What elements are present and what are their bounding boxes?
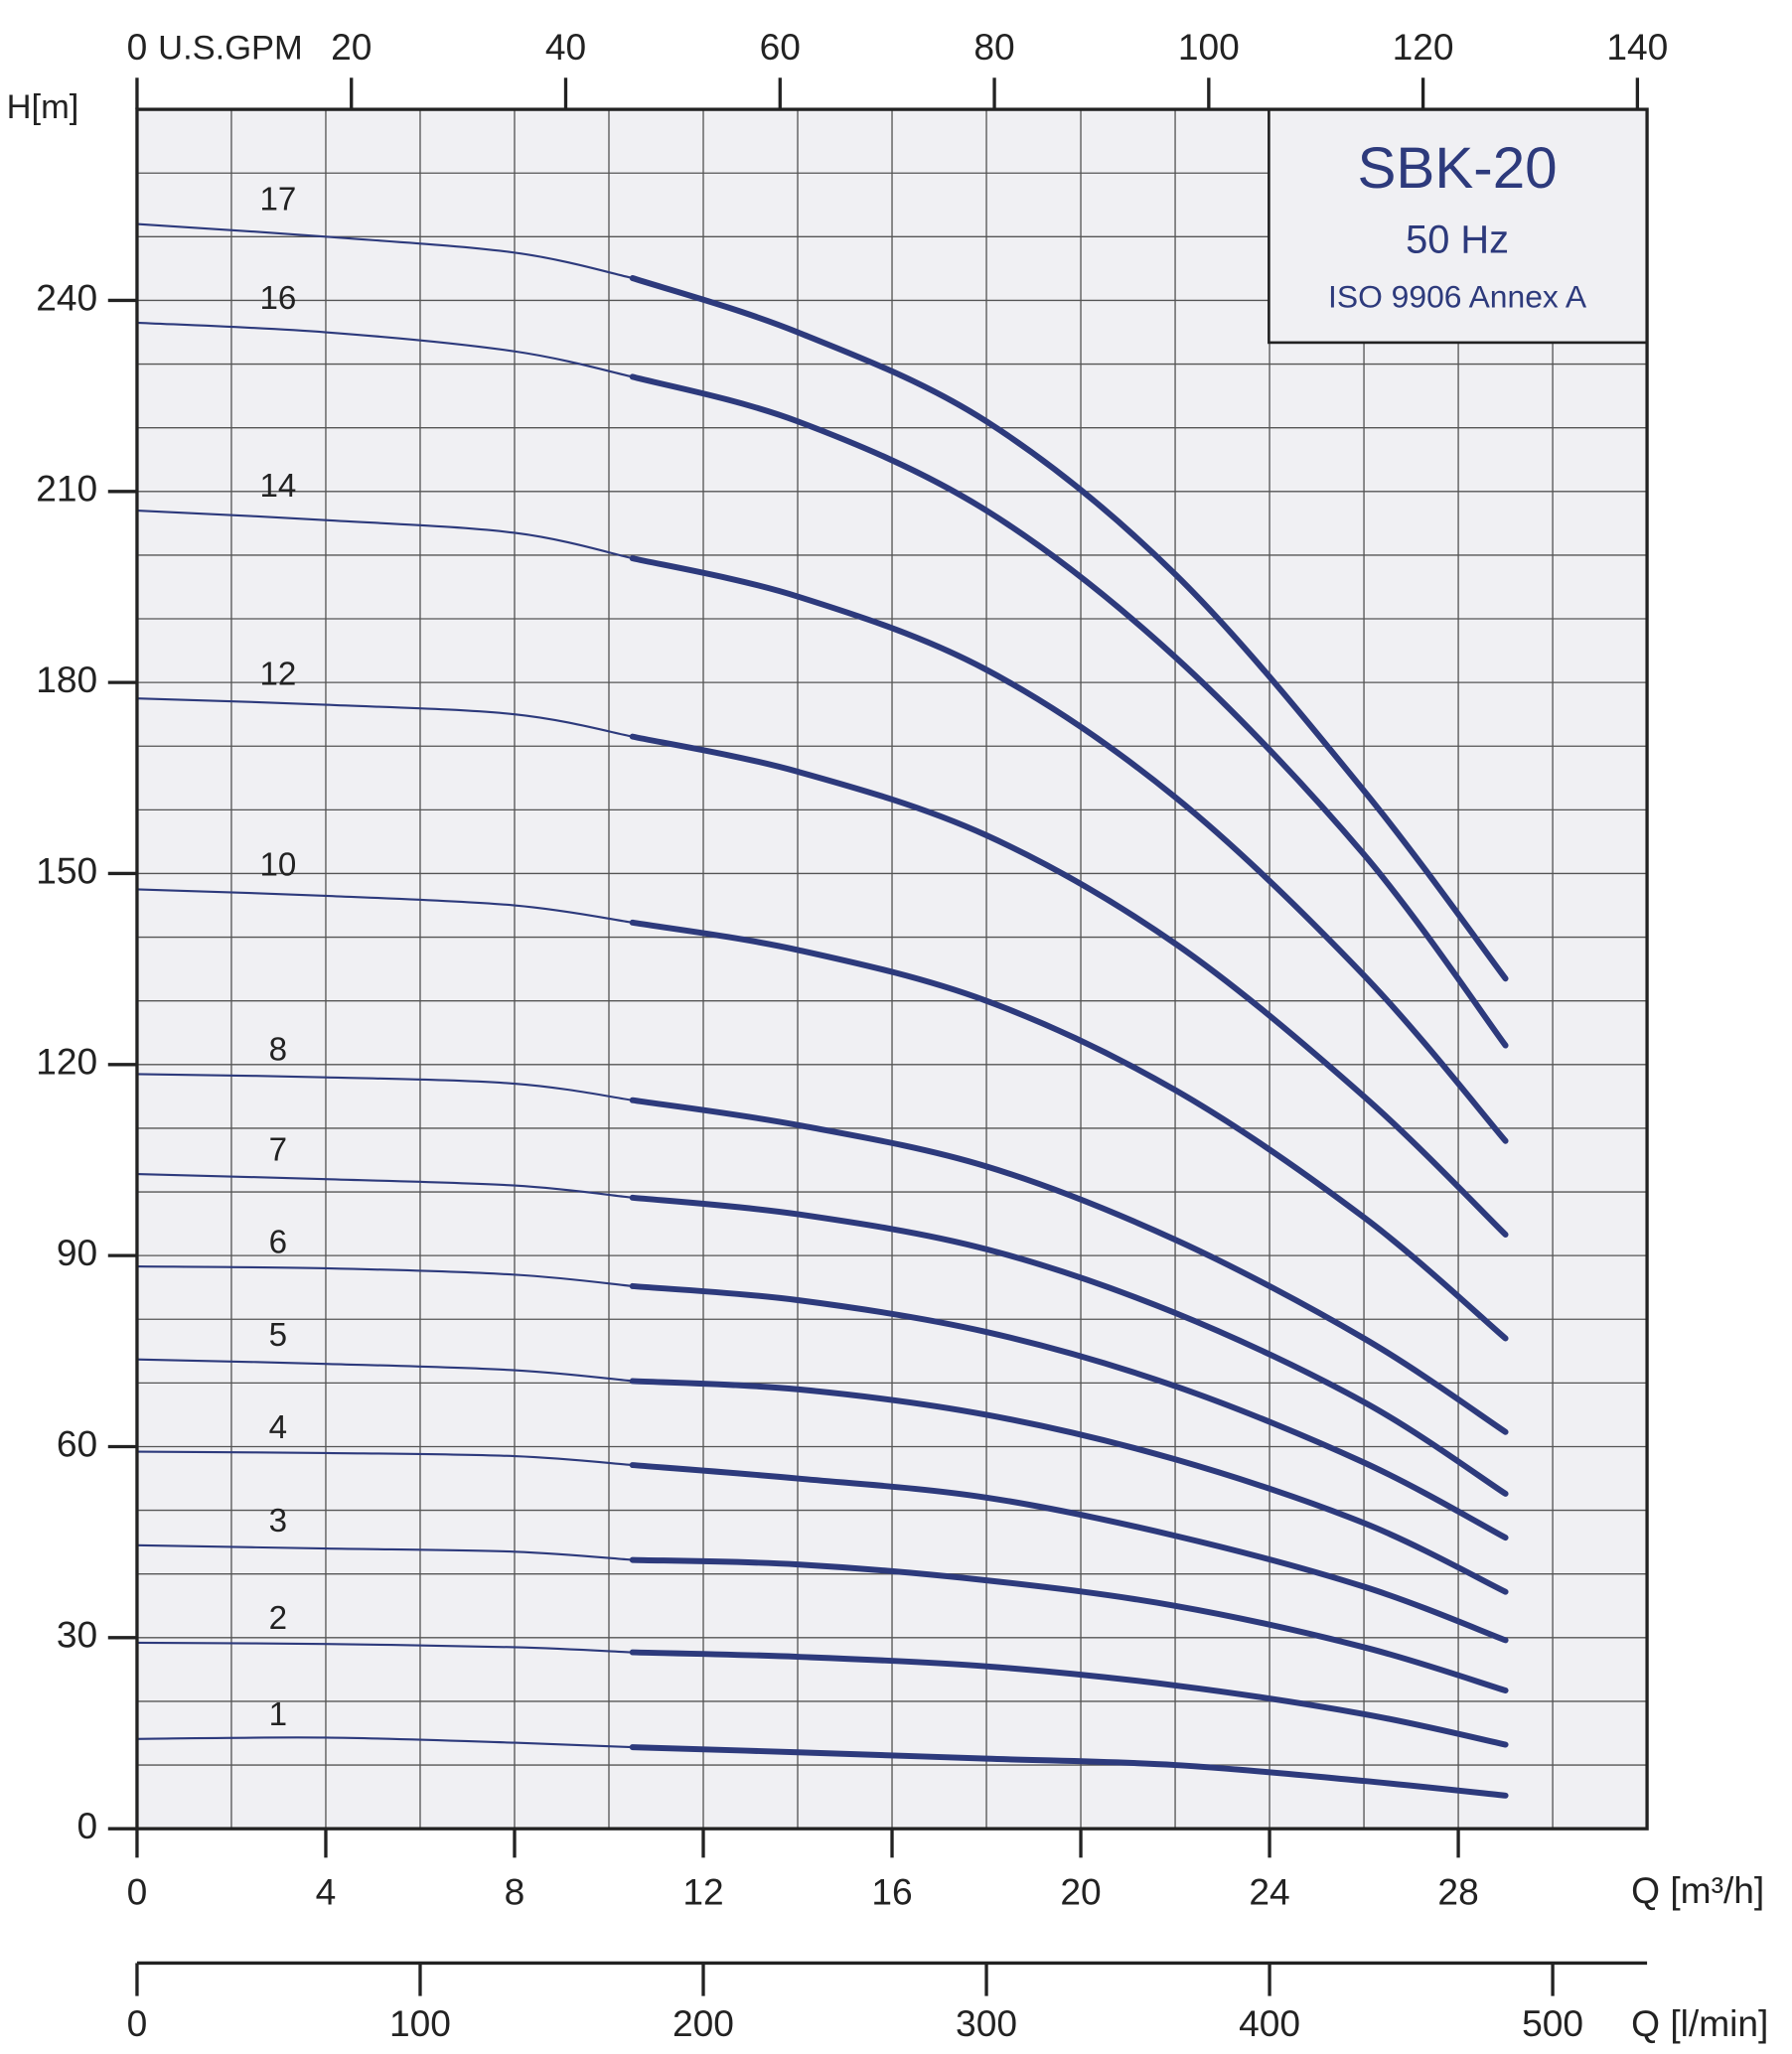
x-tick-label: 28	[1437, 1870, 1478, 1912]
x2-tick-label: 0	[127, 26, 148, 68]
x2-tick-label: 20	[331, 26, 372, 68]
x3-tick-label: 300	[956, 2002, 1017, 2044]
curve-operating	[629, 1194, 1509, 1497]
curve-operating	[629, 1556, 1509, 1694]
y-tick-label: 210	[36, 468, 97, 510]
x3-tick-label: 0	[127, 2002, 148, 2044]
curve-operating	[629, 1282, 1509, 1541]
y-tick-label: 150	[36, 849, 97, 891]
curve-operating	[629, 1744, 1509, 1799]
x-tick-label: 0	[127, 1870, 148, 1912]
curves: 17 16 14 12 10 8 7 6 5 4 3 2 1	[135, 182, 1509, 1799]
y-tick-label: 240	[36, 276, 97, 318]
curve-label: 14	[259, 468, 296, 505]
x2-axis-label: U.S.GPM	[158, 30, 303, 68]
curve-label: 2	[269, 1600, 287, 1637]
curve-operating	[629, 1462, 1509, 1644]
curve-label: 7	[269, 1131, 287, 1168]
annotation: ISO 9906 Annex A	[1328, 279, 1587, 315]
x2-tick-label: 120	[1393, 26, 1454, 68]
x3-axis-label: Q [l/min]	[1631, 2002, 1768, 2044]
x-tick-label: 4	[316, 1870, 337, 1912]
y-axis-label: H[m]	[7, 88, 79, 126]
curve-operating	[629, 919, 1509, 1342]
curve-label: 6	[269, 1224, 287, 1260]
y-tick-label: 0	[77, 1805, 98, 1846]
curve	[135, 1358, 634, 1383]
curve-label: 5	[269, 1317, 287, 1354]
x2-tick-label: 40	[545, 26, 586, 68]
x2-tick-label: 100	[1178, 26, 1240, 68]
curve-operating	[629, 373, 1509, 1049]
x-tick-label: 20	[1060, 1870, 1101, 1912]
x-tick-label: 16	[871, 1870, 912, 1912]
curve	[135, 222, 634, 280]
x-tick-label: 8	[505, 1870, 525, 1912]
curve-operating	[629, 555, 1509, 1144]
x3-tick-label: 100	[389, 2002, 451, 2044]
curve	[135, 321, 634, 378]
chart-title: SBK-20	[1358, 136, 1558, 201]
curve	[135, 1450, 634, 1467]
curve-label: 10	[259, 847, 296, 884]
curve-label: 4	[269, 1409, 287, 1446]
curve	[135, 1073, 634, 1101]
y-tick-label: 90	[57, 1232, 97, 1273]
curve	[135, 509, 634, 560]
x3-tick-label: 500	[1522, 2002, 1583, 2044]
x-tick-label: 12	[682, 1870, 723, 1912]
title-box	[1268, 107, 1649, 345]
curve-label: 16	[259, 280, 296, 317]
chart-subtitle: 50 Hz	[1406, 219, 1509, 262]
curve-label: 3	[269, 1503, 287, 1540]
x2-tick-label: 60	[760, 26, 801, 68]
y-tick-label: 120	[36, 1041, 97, 1083]
x-tick-label: 24	[1249, 1870, 1289, 1912]
curve	[135, 888, 634, 924]
y-tick-label: 30	[57, 1614, 97, 1656]
y-tick-label: 60	[57, 1422, 97, 1464]
curve	[135, 1173, 634, 1199]
curve	[135, 1736, 634, 1749]
curve-operating	[629, 1378, 1509, 1595]
curve-operating	[629, 733, 1509, 1238]
curve-operating	[629, 1649, 1509, 1748]
curve-label: 1	[269, 1696, 287, 1733]
curve	[135, 1641, 634, 1654]
x-axis-label: Q [m³/h]	[1631, 1869, 1764, 1911]
x2-tick-label: 80	[973, 26, 1014, 68]
curve-label: 12	[259, 656, 296, 692]
x3-tick-label: 400	[1239, 2002, 1300, 2044]
curve-operating	[629, 275, 1509, 982]
y-tick-label: 180	[36, 659, 97, 700]
x2-tick-label: 140	[1606, 26, 1668, 68]
curve-label: 17	[259, 182, 296, 219]
curve-label: 8	[269, 1032, 287, 1069]
curve-operating	[629, 1097, 1509, 1435]
curve	[135, 1264, 634, 1287]
curve	[135, 1543, 634, 1561]
curve	[135, 697, 634, 738]
x3-tick-label: 200	[672, 2002, 734, 2044]
